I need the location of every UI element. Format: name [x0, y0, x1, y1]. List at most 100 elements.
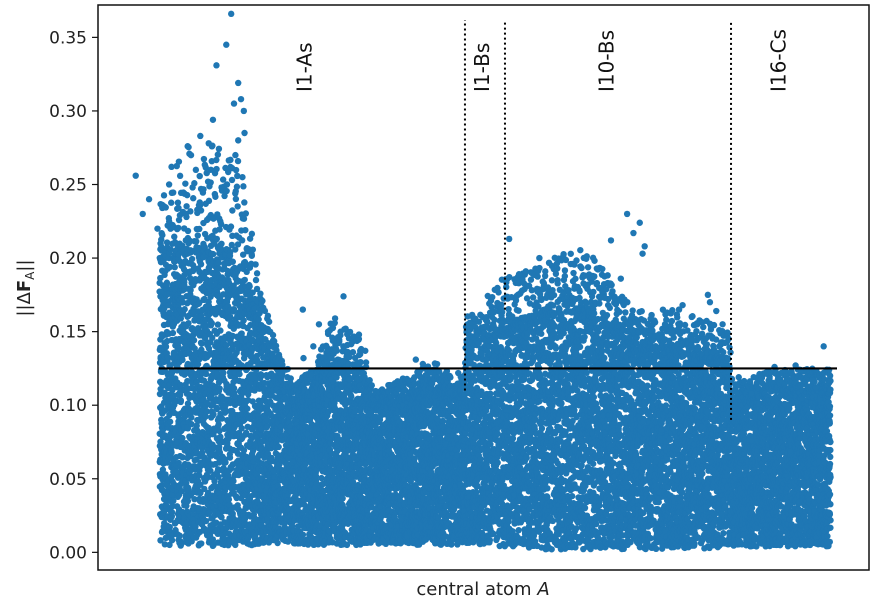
- scatter-point: [312, 472, 320, 480]
- scatter-point: [187, 208, 194, 215]
- scatter-point: [166, 263, 174, 271]
- scatter-point: [178, 539, 186, 547]
- scatter-point: [174, 199, 182, 206]
- scatter-point: [362, 359, 370, 366]
- scatter-point: [269, 331, 277, 339]
- scatter-point: [169, 329, 177, 337]
- scatter-point: [166, 523, 173, 531]
- scatter-point: [177, 397, 185, 404]
- scatter-point: [179, 434, 186, 442]
- scatter-point: [357, 358, 364, 366]
- scatter-point: [264, 312, 272, 320]
- scatter-point: [349, 349, 357, 356]
- scatter-point: [170, 497, 177, 505]
- scatter-point: [246, 283, 253, 290]
- scatter-point: [166, 418, 174, 425]
- scatter-point: [169, 503, 176, 510]
- scatter-point: [257, 290, 264, 297]
- scatter-point: [213, 156, 220, 164]
- scatter-point: [241, 276, 248, 284]
- scatter-point: [181, 306, 188, 313]
- scatter-point: [169, 189, 177, 196]
- scatter-point: [208, 319, 215, 327]
- scatter-point: [188, 255, 196, 263]
- scatter-point: [163, 239, 171, 246]
- scatter-point: [207, 179, 214, 186]
- scatter-point: [159, 466, 167, 473]
- scatter-point: [318, 474, 325, 482]
- scatter-point: [176, 532, 184, 539]
- scatter-point: [164, 354, 172, 361]
- scatter-point: [249, 246, 257, 253]
- scatter-point: [234, 203, 241, 210]
- scatter-point: [368, 382, 375, 389]
- scatter-point: [240, 317, 247, 324]
- scatter-point: [163, 281, 170, 289]
- scatter-point: [175, 204, 182, 212]
- scatter-point: [179, 356, 186, 364]
- scatter-point: [159, 231, 166, 239]
- scatter-point: [242, 210, 250, 217]
- scatter-point: [229, 258, 237, 265]
- scatter-point: [183, 213, 190, 221]
- scatter-point: [175, 343, 182, 351]
- scatter-point: [227, 223, 235, 230]
- scatter-point: [198, 540, 205, 547]
- scatter-point: [161, 305, 168, 312]
- scatter-point: [165, 181, 173, 188]
- scatter-point: [232, 195, 240, 203]
- scatter-point: [184, 227, 192, 235]
- scatter-point: [238, 237, 246, 244]
- scatter-point: [183, 191, 191, 199]
- scatter-point: [190, 337, 198, 344]
- scatter-point: [196, 225, 203, 233]
- scatter-point: [205, 197, 213, 205]
- scatter-point: [218, 240, 225, 247]
- scatter-point: [168, 509, 176, 516]
- scatter-point: [162, 343, 170, 350]
- scatter-point: [188, 414, 195, 421]
- scatter-point: [215, 145, 223, 153]
- scatter-point: [339, 495, 346, 502]
- scatter-point: [171, 264, 178, 271]
- scatter-point: [197, 207, 205, 214]
- scatter-point: [219, 370, 227, 377]
- scatter-point: [168, 449, 175, 456]
- scatter-point: [274, 539, 281, 547]
- scatter-point: [287, 375, 294, 382]
- scatter-point: [234, 157, 242, 165]
- scatter-point: [333, 347, 340, 354]
- scatter-point: [182, 180, 189, 187]
- scatter-point: [160, 192, 168, 199]
- scatter-point: [227, 156, 234, 164]
- scatter-point: [200, 186, 207, 193]
- scatter-point: [175, 158, 183, 165]
- scatter-point: [225, 496, 233, 503]
- scatter-point: [187, 151, 195, 159]
- scatter-point: [176, 172, 184, 180]
- scatter-point: [240, 183, 247, 190]
- scatter-point: [168, 537, 176, 544]
- scatter-point: [214, 321, 222, 328]
- scatter-point: [169, 491, 176, 499]
- scatter-point: [248, 230, 256, 238]
- scatter-point: [183, 203, 190, 210]
- scatter-point: [175, 216, 183, 224]
- scatter-point: [222, 459, 229, 466]
- scatter-point: [213, 165, 220, 173]
- scatter-point: [212, 193, 219, 200]
- scatter-point: [162, 204, 169, 211]
- scatter-point: [252, 276, 260, 284]
- scatter-point: [232, 166, 240, 174]
- scatter-point: [179, 454, 186, 461]
- scatter-point: [230, 477, 237, 485]
- scatter-point: [200, 155, 208, 163]
- scatter-point: [192, 166, 200, 174]
- scatter-point: [197, 261, 205, 268]
- scatter-point: [215, 421, 222, 428]
- scatter-point: [175, 224, 182, 232]
- scatter-point: [157, 537, 164, 544]
- scatter-point: [229, 207, 236, 214]
- scatter-point: [233, 183, 241, 190]
